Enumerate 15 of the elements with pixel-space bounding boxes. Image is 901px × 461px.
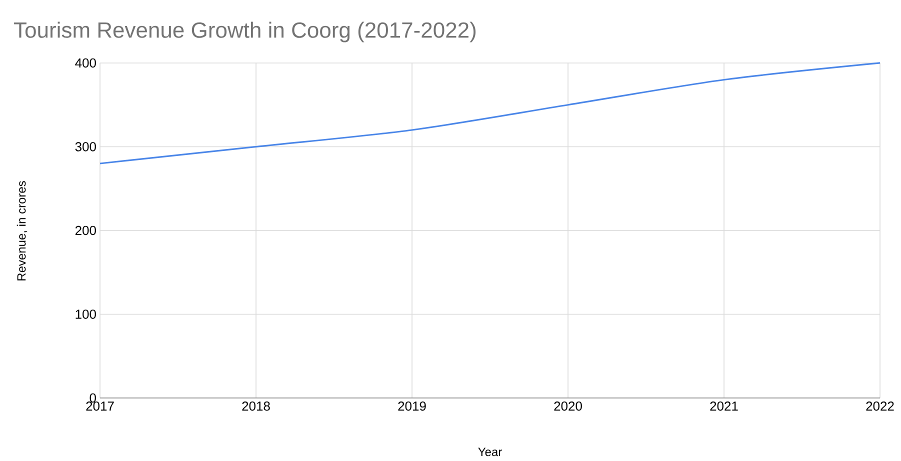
x-tick-label: 2022 [866, 402, 894, 411]
x-tick-label: 2018 [242, 402, 270, 411]
x-tick-label: 2020 [554, 402, 582, 411]
line-series [99, 62, 881, 164]
x-axis-title: Year [478, 448, 502, 456]
y-tick-label: 100 [76, 310, 96, 319]
x-tick-label: 2019 [398, 402, 426, 411]
y-tick-label: 0 [90, 393, 96, 403]
x-tick-label: 2017 [86, 402, 114, 411]
y-axis-title: Revenue, in crores [16, 181, 28, 280]
y-tick-label: 400 [75, 58, 96, 68]
y-tick-label: 200 [75, 226, 96, 236]
chart-title: Tourism Revenue Growth in Coorg (2017-2022) [14, 22, 476, 42]
y-tick-label: 300 [75, 142, 96, 152]
x-tick-label: 2021 [710, 402, 738, 411]
